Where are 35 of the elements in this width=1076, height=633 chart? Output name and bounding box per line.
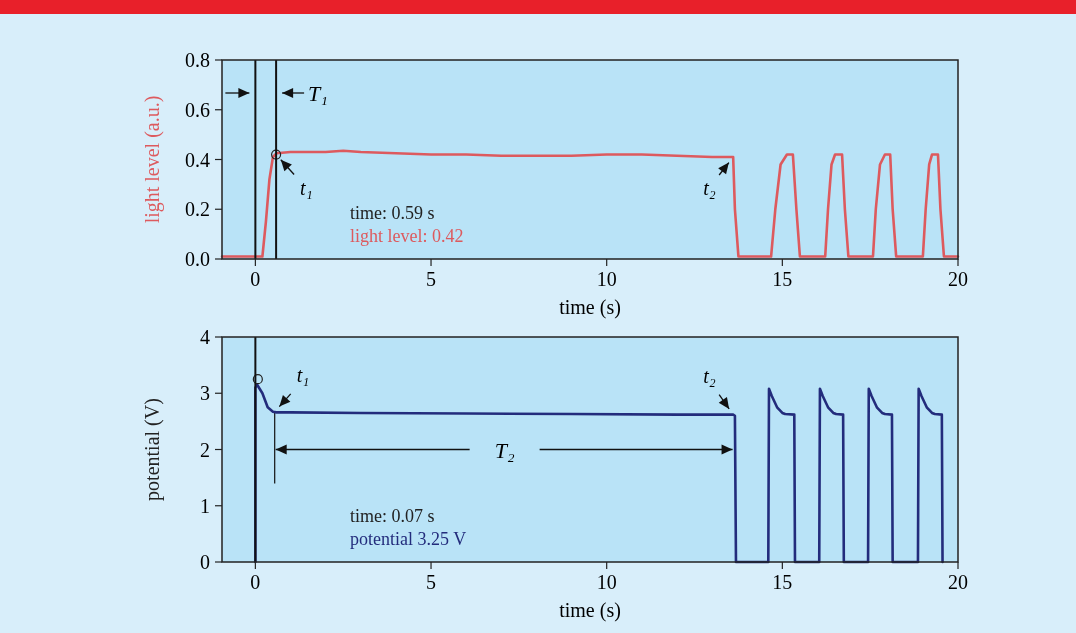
x-tick-label: 5	[426, 571, 437, 593]
x-tick-label: 20	[948, 268, 968, 290]
y-tick-label: 0.4	[185, 148, 210, 171]
x-tick-label: 15	[772, 571, 793, 593]
y-tick-label: 0.0	[185, 248, 210, 270]
annotation: potential 3.25 V	[350, 529, 467, 549]
annotation: t₁	[296, 363, 310, 386]
x-axis-title: time (s)	[559, 296, 621, 319]
y-tick-label: 1	[200, 494, 210, 517]
y-tick-label: 3	[200, 382, 210, 405]
x-tick-label: 15	[772, 268, 793, 290]
y-axis-title: light level (a.u.)	[141, 95, 164, 224]
annotation: t₁	[300, 176, 313, 199]
x-axis-title: time (s)	[559, 599, 621, 622]
x-tick-label: 10	[596, 268, 617, 290]
y-tick-label: 0.2	[185, 198, 210, 221]
x-tick-label: 10	[596, 571, 617, 593]
annotation: time: 0.59 s	[350, 203, 435, 223]
y-tick-label: 4	[200, 326, 210, 348]
x-tick-label: 0	[250, 268, 261, 290]
y-axis-title: potential (V)	[141, 398, 164, 501]
y-tick-label: 0.6	[185, 98, 210, 121]
annotation: t₂	[703, 364, 716, 387]
y-tick-label: 2	[200, 438, 210, 461]
y-tick-label: 0.8	[185, 49, 210, 71]
annotation: time: 0.07 s	[350, 506, 435, 526]
ref-line-label: T₁	[308, 81, 328, 106]
annotation: t₂	[703, 177, 716, 200]
x-tick-label: 20	[948, 571, 968, 593]
line-series	[220, 149, 960, 258]
y-tick-label: 0	[200, 551, 210, 573]
annotation: light level: 0.42	[350, 226, 464, 246]
x-tick-label: 5	[426, 268, 437, 290]
annotation: T₂	[494, 437, 515, 463]
x-tick-label: 0	[250, 571, 261, 593]
